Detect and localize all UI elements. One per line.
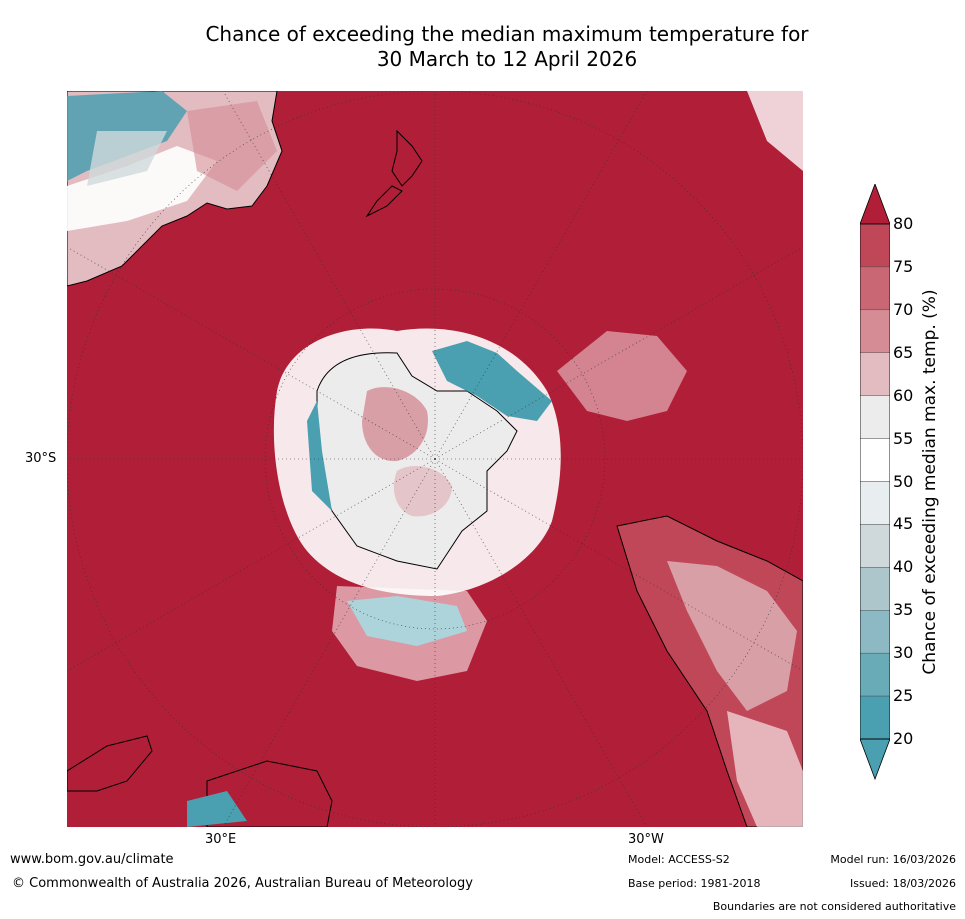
colorbar-tick-label: 35 <box>893 600 914 620</box>
colorbar-tick-label: 70 <box>893 299 914 319</box>
latitude-label-30s: 30°S <box>25 451 57 466</box>
colorbar-bin <box>860 266 890 311</box>
indian-ocean-pink-patch <box>187 101 277 191</box>
new-zealand-north <box>391 129 423 187</box>
colorbar-top-arrow <box>860 184 890 225</box>
title-line-1: Chance of exceeding the median maximum t… <box>205 22 809 46</box>
colorbar-bin <box>860 309 890 353</box>
colorbar-bin <box>860 567 890 611</box>
colorbar-tick-label: 40 <box>893 557 914 577</box>
top-right-white-patch <box>747 91 803 171</box>
australia-white-zone <box>67 146 217 231</box>
antarctica-pink-zone-2 <box>393 466 452 517</box>
new-zealand-south <box>365 185 403 218</box>
longitude-label-30w: 30°W <box>628 832 664 847</box>
southern-africa-landmass <box>67 735 153 792</box>
map-title: Chance of exceeding the median maximum t… <box>0 22 965 72</box>
website-link[interactable]: www.bom.gov.au/climate <box>10 852 174 867</box>
graticule <box>67 91 803 827</box>
colorbar-bin <box>860 438 890 482</box>
colorbar-bin <box>860 352 890 396</box>
colorbar-bin <box>860 395 890 439</box>
colorbar-tick-label: 75 <box>893 256 914 276</box>
boundary-disclaimer: Boundaries are not considered authoritat… <box>712 900 956 913</box>
colorbar-tick-label: 80 <box>893 214 914 233</box>
ross-white-zone <box>332 586 487 681</box>
colorbar-bin <box>860 481 890 525</box>
copyright-text: © Commonwealth of Australia 2026, Austra… <box>12 876 473 891</box>
antarctica-west-teal <box>307 401 332 511</box>
model-run-date: Model run: 16/03/2026 <box>830 853 956 866</box>
colorbar-title: Chance of exceeding median max. temp. (%… <box>920 289 940 675</box>
colorbar-tick-label: 55 <box>893 428 914 448</box>
outlook-map <box>67 91 803 827</box>
title-line-2: 30 March to 12 April 2026 <box>376 47 638 71</box>
colorbar-tick-label: 60 <box>893 385 914 405</box>
colorbar-bin <box>860 524 890 568</box>
model-name: Model: ACCESS-S2 <box>628 853 730 866</box>
issued-date: Issued: 18/03/2026 <box>849 877 956 890</box>
colorbar-tick-label: 20 <box>893 729 914 748</box>
australia-grey-zone <box>87 131 167 186</box>
colorbar <box>860 184 890 780</box>
colorbar-tick-label: 50 <box>893 471 914 491</box>
atlantic-white-patch <box>557 331 687 421</box>
weddell-teal-zone <box>432 341 552 421</box>
longitude-label-30e: 30°E <box>205 832 237 847</box>
colorbar-tick-label: 65 <box>893 342 914 362</box>
colorbar-bottom-arrow <box>860 738 890 780</box>
south-america-light-zone <box>667 561 797 711</box>
antarctica-pink-zone-1 <box>362 387 428 462</box>
colorbar-tick-label: 30 <box>893 643 914 663</box>
colorbar-tick-label: 25 <box>893 686 914 706</box>
colorbar-bin <box>860 652 890 697</box>
africa-teal-zone <box>187 791 247 827</box>
colorbar-bin <box>860 223 890 268</box>
colorbar-tick-label: 45 <box>893 514 914 534</box>
colorbar-bin <box>860 695 890 740</box>
south-america-white-zone <box>727 711 803 827</box>
base-period: Base period: 1981-2018 <box>628 877 761 890</box>
colorbar-bin <box>860 610 890 654</box>
